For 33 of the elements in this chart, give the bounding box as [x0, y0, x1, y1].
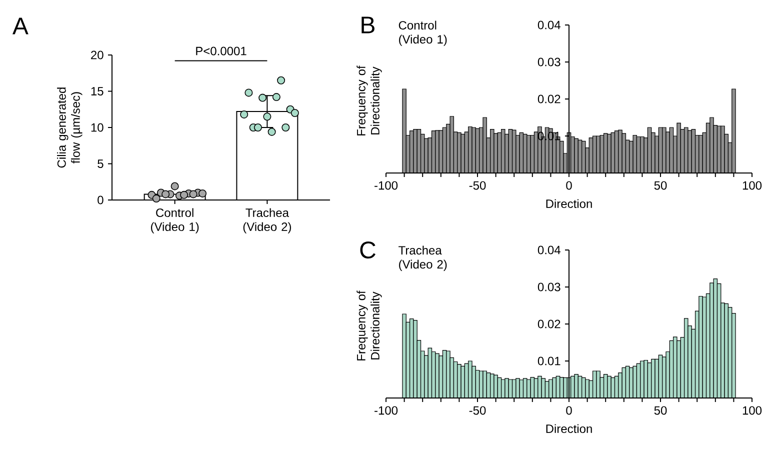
x-tick-label: 0	[566, 406, 572, 415]
y-tick-label: 0.04	[538, 246, 560, 254]
x-tick-label: -100	[374, 406, 398, 415]
y-tick-label: 0.03	[538, 58, 560, 66]
y-tick-label: 10	[91, 123, 104, 132]
x-tick-label: 50	[654, 181, 667, 190]
x-axis-title: Direction	[546, 424, 592, 434]
x-tick-label: 50	[654, 406, 667, 415]
y-tick-label: 0.04	[538, 20, 560, 30]
y-tick-label: 0.02	[538, 94, 560, 104]
x-tick-label: -100	[374, 181, 398, 190]
y-axis-title: Frequency of Directionality	[356, 290, 382, 360]
x-tick-label: 0	[566, 181, 572, 190]
y-tick-label: 0.03	[538, 282, 560, 292]
y-axis-title: Cilia generated flow (µm/sec)	[57, 88, 82, 168]
annotation: P<0.0001	[196, 46, 246, 56]
x-tick-label: -50	[469, 406, 486, 415]
x-tick-label: 100	[742, 181, 762, 190]
x-axis-title: Direction	[546, 199, 592, 208]
y-tick-label: 0.01	[538, 356, 560, 366]
annotation: Control (Video 1)	[398, 20, 447, 46]
text: B	[362, 16, 374, 34]
y-tick-label: 0	[98, 196, 104, 204]
y-axis-title: Frequency of Directionality	[356, 66, 382, 136]
y-tick-label: 20	[91, 50, 104, 60]
annotation: Trachea (Video 2)	[398, 246, 447, 271]
y-tick-label: 5	[98, 160, 104, 168]
y-tick-label: 15	[91, 87, 104, 96]
text: A	[12, 18, 28, 34]
y-tick-label: 0.02	[538, 320, 560, 328]
x-tick-label: -50	[469, 181, 486, 190]
x-tick-label: 100	[742, 406, 762, 415]
text: C	[360, 241, 376, 258]
